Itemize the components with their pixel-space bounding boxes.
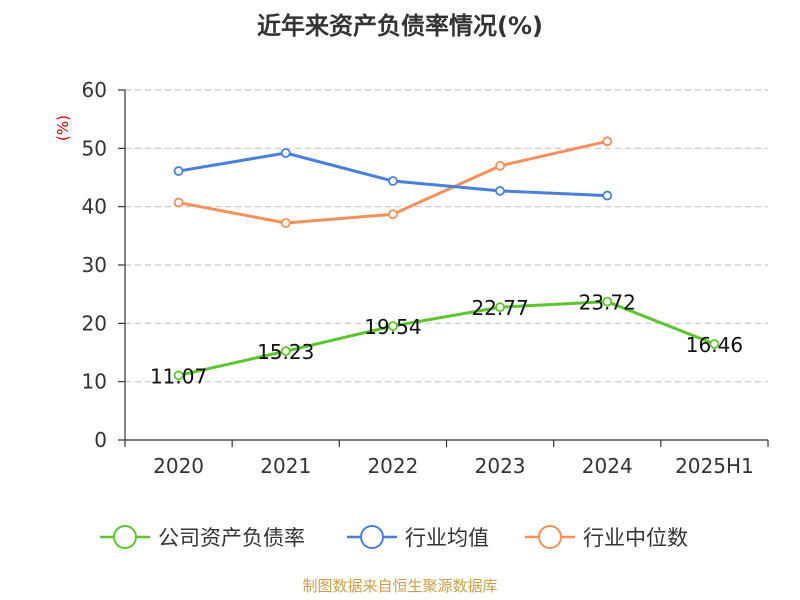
data-point xyxy=(388,176,398,186)
y-tick-label: 10 xyxy=(82,370,107,394)
y-tick-label: 20 xyxy=(82,311,107,335)
data-point xyxy=(173,370,184,381)
data-label: 19.54 xyxy=(364,315,421,339)
data-point xyxy=(173,166,184,176)
series-line xyxy=(178,151,608,198)
x-tick-label: 2020 xyxy=(153,454,204,478)
y-tick-label: 50 xyxy=(82,136,107,160)
x-tick-label: 2023 xyxy=(475,454,526,478)
gridlines xyxy=(125,89,768,383)
legend-label: 公司资产负债率 xyxy=(158,526,305,550)
data-label: 15.23 xyxy=(257,340,314,364)
series-lines xyxy=(173,136,720,381)
y-tick-label: 40 xyxy=(82,195,107,219)
data-point xyxy=(388,321,398,331)
data-point xyxy=(280,148,291,158)
y-tick-labels: 0 10 20 30 40 50 60 xyxy=(82,78,107,452)
data-point xyxy=(495,186,505,196)
data-point xyxy=(709,339,720,349)
series-0 xyxy=(173,296,720,381)
legend-label: 行业中位数 xyxy=(583,526,688,550)
series-2 xyxy=(173,136,613,228)
legend-marker xyxy=(113,525,137,549)
data-point xyxy=(280,346,291,357)
legend-item-0: 公司资产负债率 xyxy=(100,525,305,550)
y-tick-label: 60 xyxy=(82,78,107,102)
data-point xyxy=(495,302,505,313)
data-label: 23.72 xyxy=(579,291,636,315)
legend: 公司资产负债率 行业均值 行业中位数 xyxy=(100,525,688,550)
legend-item-1: 行业均值 xyxy=(347,525,489,550)
source-note: 制图数据来自恒生聚源数据库 xyxy=(302,577,497,595)
y-axis-unit-label: (%) xyxy=(54,115,72,141)
x-tick-label: 2021 xyxy=(260,454,311,478)
data-point xyxy=(602,190,613,201)
x-tick-label: 2022 xyxy=(367,454,418,478)
data-point xyxy=(280,218,291,228)
legend-label: 行业均值 xyxy=(405,526,489,550)
data-labels: 11.07 15.23 19.54 22.77 23.72 16.46 xyxy=(150,291,743,389)
y-tick-label: 30 xyxy=(82,253,107,277)
series-line xyxy=(178,300,715,377)
y-tick-label: 0 xyxy=(94,428,107,452)
axes xyxy=(118,89,769,447)
data-point xyxy=(388,209,398,220)
x-tick-label: 2024 xyxy=(582,454,633,478)
legend-marker xyxy=(360,525,384,549)
data-point xyxy=(173,197,184,208)
data-point xyxy=(602,296,613,307)
series-1 xyxy=(173,148,613,201)
x-tick-label: 2025H1 xyxy=(675,454,754,478)
data-label: 22.77 xyxy=(471,296,528,320)
legend-marker xyxy=(538,525,562,549)
data-point xyxy=(602,136,613,147)
data-label: 11.07 xyxy=(150,364,207,388)
chart-title: 近年来资产负债率情况(%) xyxy=(257,12,543,40)
legend-item-2: 行业中位数 xyxy=(525,525,688,550)
x-tick-labels: 2020 2021 2022 2023 2024 2025H1 xyxy=(153,454,754,478)
data-label: 16.46 xyxy=(686,333,743,357)
data-point xyxy=(495,160,505,171)
